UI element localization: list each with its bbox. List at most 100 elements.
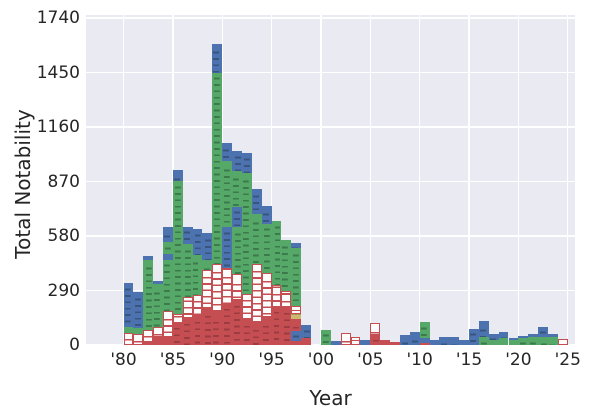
bar-segment-hollow (232, 273, 242, 300)
bar-segment-green (488, 340, 499, 345)
bar-segment-blue (399, 334, 410, 345)
bar-2015 (469, 15, 479, 345)
bar-segment-blue (508, 337, 519, 341)
bar-segment-hollow (222, 267, 233, 304)
bar-2009 (409, 15, 420, 345)
x-tick-2000: '00 (307, 350, 335, 370)
gridline-x-1980 (122, 15, 125, 345)
bar-segment-blue (232, 151, 242, 172)
bar-segment-red (251, 322, 262, 345)
bar-segment-red (172, 323, 183, 345)
bar-segment-green (547, 336, 558, 345)
bar-2018 (498, 15, 509, 345)
bar-segment-red (222, 303, 233, 345)
gridline-x-1985 (172, 15, 174, 345)
bar-segment-red (281, 307, 292, 345)
bar-segment-blue (143, 255, 154, 261)
bar-1997 (291, 15, 302, 345)
x-tick-2010: '10 (406, 350, 433, 370)
bar-segment-blue (439, 336, 450, 345)
bar-segment-hollow (202, 269, 213, 309)
x-tick-1985: '85 (159, 350, 187, 370)
bar-segment-green (192, 254, 203, 296)
gridline-x-1990 (221, 15, 223, 345)
x-tick-1990: '90 (209, 350, 236, 370)
bar-2003 (350, 15, 361, 345)
bar-segment-red (212, 313, 223, 345)
bar-segment-green (202, 260, 213, 270)
bar-2013 (449, 15, 460, 345)
bar-segment-hollow (271, 284, 282, 308)
bar-segment-blue (162, 226, 173, 242)
bar-segment-hollow (340, 332, 351, 345)
bar-segment-blue (429, 340, 440, 345)
bar-segment-red (261, 316, 272, 345)
bar-segment-green (232, 171, 242, 207)
bar-segment-hollow (557, 339, 568, 345)
bar-segment-hollow (133, 333, 144, 345)
bar-segment-blue (212, 44, 223, 73)
bar-segment-green (261, 223, 272, 273)
bar-segment-red (291, 318, 302, 331)
x-tick-1980: '80 (110, 350, 137, 370)
bar-segment-hollow (370, 323, 381, 335)
bar-1984 (162, 15, 173, 345)
gridline-x-2005 (369, 15, 371, 345)
bar-segment-green (162, 241, 173, 254)
bar-1986 (182, 15, 193, 345)
x-tick-2020: '20 (505, 350, 532, 370)
bar-segment-hollow (212, 264, 223, 314)
bar-segment-blue (162, 253, 173, 260)
bar-2017 (488, 15, 499, 345)
bar-segment-red (143, 342, 154, 345)
bar-1981 (133, 15, 144, 345)
bar-segment-green (212, 72, 223, 265)
bar-segment-hollow (123, 332, 134, 345)
x-axis-label: Year (309, 386, 352, 410)
bar-2016 (478, 15, 489, 345)
bar-2007 (390, 15, 400, 345)
bar-2010 (419, 15, 430, 345)
bar-segment-blue (459, 340, 469, 345)
gridline-x-2015 (468, 15, 470, 345)
bar-segment-blue (123, 283, 134, 328)
bar-segment-blue (232, 206, 242, 227)
bar-2021 (528, 15, 539, 345)
bar-segment-blue (261, 205, 272, 224)
bar-segment-blue (547, 333, 558, 337)
bar-segment-blue (360, 340, 371, 345)
bar-segment-green (538, 336, 548, 345)
bar-segment-hollow (192, 295, 203, 315)
bar-segment-green (498, 338, 509, 345)
y-tick-870: 870 (47, 171, 80, 192)
y-tick-0: 0 (69, 335, 80, 355)
bar-segment-green (281, 239, 292, 291)
bar-segment-blue (251, 189, 262, 215)
bar-segment-red (202, 308, 213, 345)
x-tick-2015: '15 (455, 350, 483, 370)
bar-segment-green (182, 243, 193, 298)
bar-segment-blue (518, 335, 529, 339)
bar-1993 (251, 15, 262, 345)
bar-segment-blue (133, 292, 144, 329)
bar-segment-blue (192, 228, 203, 255)
gridline-x-1995 (270, 15, 273, 345)
bar-segment-green (478, 336, 489, 345)
bar-segment-blue (301, 325, 312, 339)
bar-segment-blue (449, 337, 460, 345)
bar-1989 (212, 15, 223, 345)
bar-segment-green (518, 338, 529, 345)
gridline-y-1740 (86, 17, 575, 19)
bar-segment-red (390, 342, 400, 345)
bar-1991 (232, 15, 242, 345)
bar-1990 (222, 15, 233, 345)
bar-segment-red (232, 299, 242, 345)
x-tick-2005: '05 (357, 350, 384, 370)
bar-2001 (330, 15, 341, 345)
bar-1994 (261, 15, 272, 345)
bar-segment-hollow (182, 297, 193, 318)
x-tick-1995: '95 (258, 350, 285, 370)
bar-1985 (172, 15, 183, 345)
bar-2020 (518, 15, 529, 345)
bar-2022 (538, 15, 548, 345)
